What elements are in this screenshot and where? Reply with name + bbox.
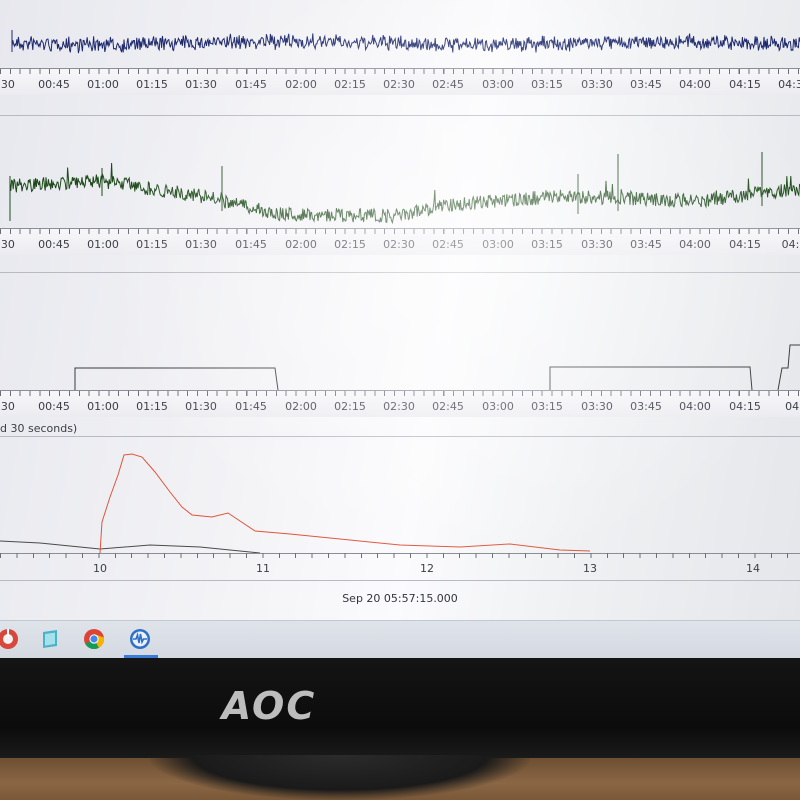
- axis-tick-label: :30: [0, 78, 15, 91]
- axis-ticks: [0, 391, 800, 396]
- time-axis-2: :30 00:45 01:00 01:15 01:30 01:45 02:00 02:15 02…: [0, 228, 800, 255]
- panel-separator: [0, 436, 800, 437]
- axis-tick-label: 01:45: [235, 238, 267, 251]
- axis-tick-label: 02:45: [432, 400, 464, 413]
- red-series-line: [99, 453, 591, 554]
- axis-tick-label: 02:30: [383, 78, 415, 91]
- axis-tick-label: 04:00: [679, 238, 711, 251]
- axis-tick-label: 04:15: [729, 400, 761, 413]
- cursor-timestamp: Sep 20 05:57:15.000: [342, 592, 458, 605]
- panel-separator: [0, 580, 800, 581]
- bottom-axis-tick-label: 11: [256, 562, 270, 575]
- axis-tick-label: 03:15: [531, 238, 563, 251]
- bottom-axis-tick-label: 13: [583, 562, 597, 575]
- axis-tick-label: 03:00: [482, 238, 514, 251]
- bottom-axis-tick-label: 12: [420, 562, 434, 575]
- axis-tick-label: 04:00: [679, 400, 711, 413]
- windows-taskbar: [0, 620, 800, 658]
- axis-tick-label: 01:45: [235, 400, 267, 413]
- bottom-plot: [0, 453, 591, 554]
- axis-tick-label: 03:00: [482, 400, 514, 413]
- chrome-icon[interactable]: [82, 627, 106, 651]
- axis-tick-label: 00:45: [38, 238, 70, 251]
- axis-tick-label: 03:45: [630, 238, 662, 251]
- axis-tick-label: 02:00: [285, 78, 317, 91]
- axis-tick-label: 01:30: [185, 400, 217, 413]
- bottom-axis-ticks: [0, 553, 800, 558]
- panel-separator: [0, 115, 800, 116]
- axis-tick-label: 04:00: [679, 78, 711, 91]
- axis-tick-label: 00:45: [38, 78, 70, 91]
- monitor-screen: :30 00:45 01:00 01:15 01:30 01:45 02:00 02:15 02…: [0, 0, 800, 658]
- time-axis-1: :30 00:45 01:00 01:15 01:30 01:45 02:00 02:15 02…: [0, 68, 800, 95]
- axis-tick-label: 03:45: [630, 400, 662, 413]
- tablet-icon[interactable]: [38, 627, 62, 651]
- axis-tick-label: 01:15: [136, 400, 168, 413]
- panel-separator: [0, 272, 800, 273]
- axis-tick-label: 01:30: [185, 238, 217, 251]
- axis-tick-label: 02:00: [285, 238, 317, 251]
- bottom-axis-tick-label: 10: [93, 562, 107, 575]
- monitor-brand-logo: AOC: [221, 684, 317, 728]
- axis-tick-label: 02:15: [334, 400, 366, 413]
- monitor-stand: [150, 755, 530, 800]
- trace-panel-2: :30 00:45 01:00 01:15 01:30 01:45 02:00 02:15 02…: [0, 116, 800, 256]
- axis-tick-label: 04:15: [729, 78, 761, 91]
- axis-tick-label: 03:45: [630, 78, 662, 91]
- axis-tick-label: 01:00: [87, 400, 119, 413]
- trace-2-green: [9, 152, 800, 225]
- axis-tick-label: 04:: [785, 400, 800, 413]
- axis-tick-label: 03:15: [531, 400, 563, 413]
- axis-tick-label: 01:15: [136, 78, 168, 91]
- axis-tick-label: 02:30: [383, 400, 415, 413]
- active-app-indicator: [124, 655, 158, 658]
- bottom-panel-caption: d 30 seconds): [0, 422, 78, 435]
- monitor-bezel: [0, 658, 800, 758]
- trace-3-step: [74, 344, 800, 391]
- tool-icon[interactable]: [0, 627, 20, 651]
- trace-1-line: [11, 30, 800, 54]
- axis-tick-label: 01:15: [136, 238, 168, 251]
- axis-tick-label: 02:15: [334, 78, 366, 91]
- trace-3-line: [74, 344, 800, 391]
- axis-tick-label: 02:15: [334, 238, 366, 251]
- axis-ticks: [0, 229, 800, 234]
- trace-2-line: [9, 152, 800, 225]
- axis-ticks: [0, 69, 800, 74]
- trace-1-blue: [11, 30, 800, 54]
- app-waveform-icon[interactable]: [128, 627, 152, 651]
- axis-tick-label: 03:30: [581, 78, 613, 91]
- axis-tick-label: 04:1: [781, 238, 800, 251]
- axis-tick-label: 04:15: [729, 238, 761, 251]
- axis-tick-label: 02:30: [383, 238, 415, 251]
- axis-tick-label: 03:30: [581, 238, 613, 251]
- trace-panel-3: :30 00:45 01:00 01:15 01:30 01:45 02:00 02:15 02…: [0, 273, 800, 418]
- axis-tick-label: 02:45: [432, 238, 464, 251]
- bottom-axis-tick-label: 14: [746, 562, 760, 575]
- axis-tick-label: 02:45: [432, 78, 464, 91]
- axis-tick-label: 01:00: [87, 78, 119, 91]
- axis-tick-label: :30: [0, 238, 15, 251]
- axis-tick-label: 00:45: [38, 400, 70, 413]
- time-axis-3: :30 00:45 01:00 01:15 01:30 01:45 02:00 02:15 02…: [0, 390, 800, 417]
- axis-tick-label: :30: [0, 400, 15, 413]
- axis-tick-label: 01:45: [235, 78, 267, 91]
- axis-tick-label: 01:30: [185, 78, 217, 91]
- axis-tick-label: 03:15: [531, 78, 563, 91]
- axis-tick-label: 01:00: [87, 238, 119, 251]
- axis-tick-label: 02:00: [285, 400, 317, 413]
- trace-panel-1: :30 00:45 01:00 01:15 01:30 01:45 02:00 02:15 02…: [0, 0, 800, 95]
- gray-series-line: [0, 540, 261, 554]
- axis-tick-label: 03:00: [482, 78, 514, 91]
- axis-tick-label: 04:30: [778, 78, 800, 91]
- axis-tick-label: 03:30: [581, 400, 613, 413]
